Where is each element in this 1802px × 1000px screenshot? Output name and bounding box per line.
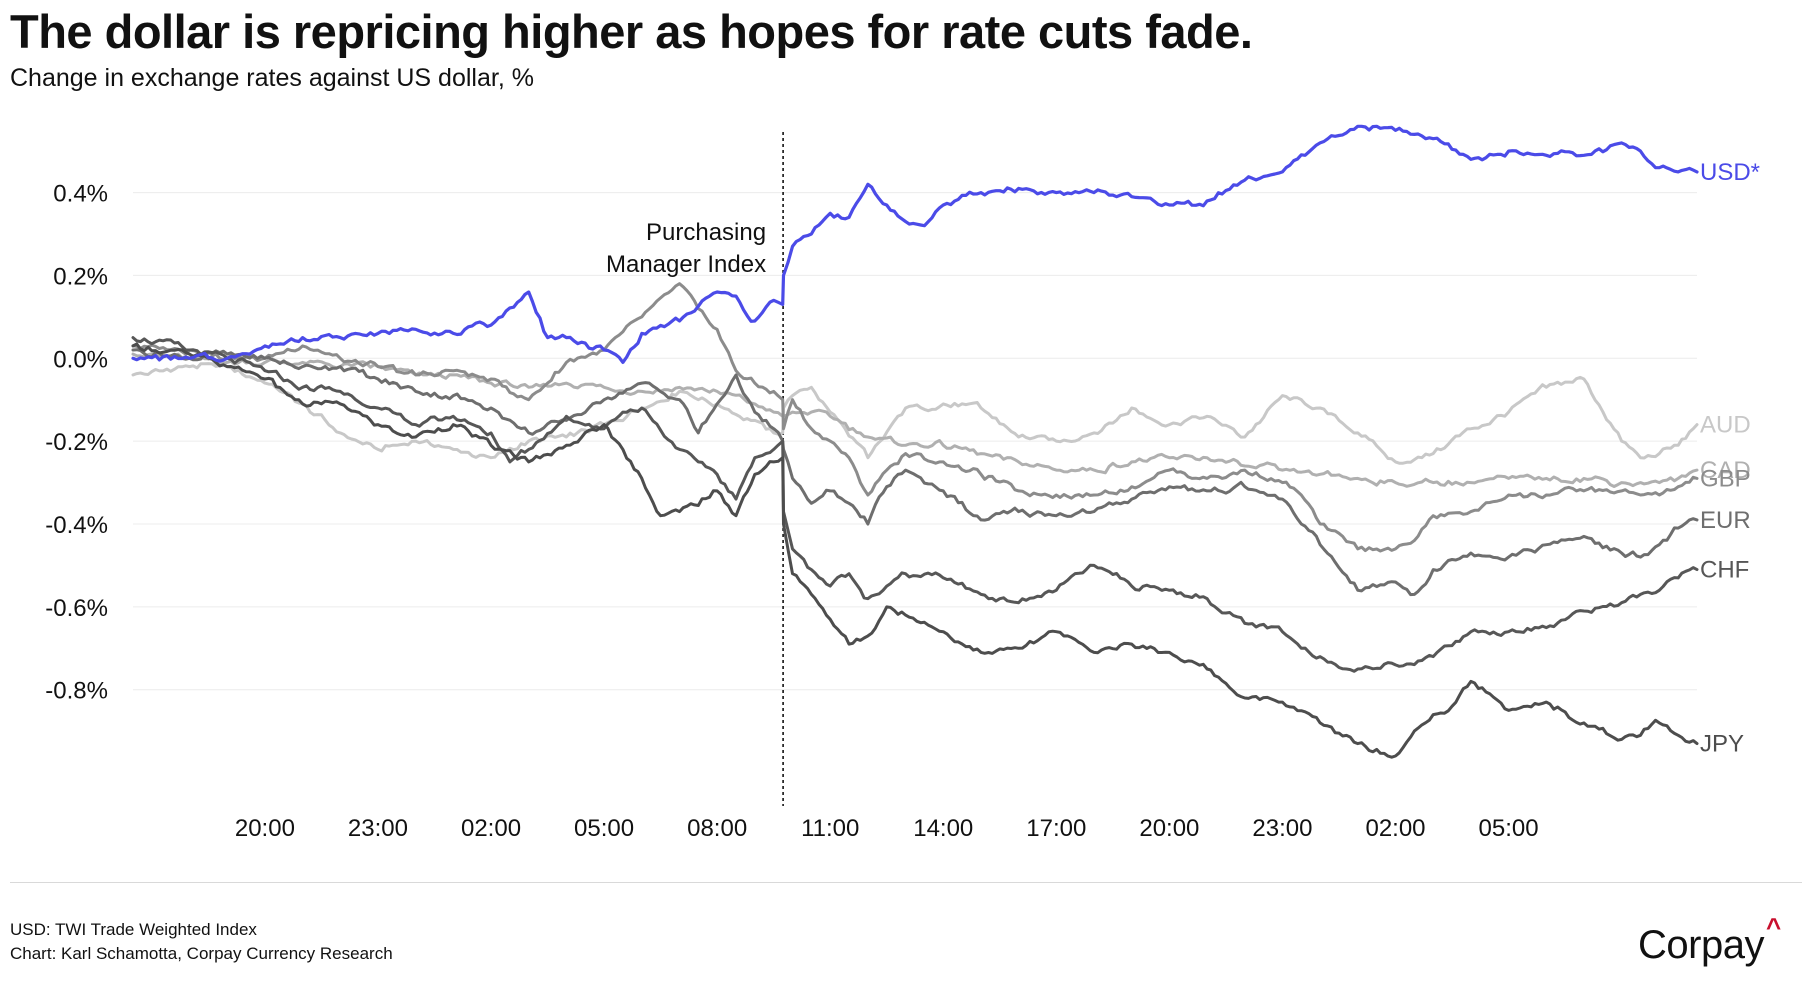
- annotation-label: Manager Index: [606, 251, 766, 278]
- x-tick-label: 05:00: [574, 815, 634, 842]
- corpay-logo: Corpay^: [1638, 912, 1781, 968]
- x-tick-label: 20:00: [235, 815, 295, 842]
- y-axis: 0.4% 0.2% 0.0% -0.2% -0.4% -0.6% -0.8%: [45, 181, 108, 705]
- y-tick-label: -0.8%: [45, 678, 108, 705]
- annotation-label: Purchasing: [646, 219, 766, 246]
- chart-title: The dollar is repricing higher as hopes …: [10, 5, 1253, 58]
- series-line-usd: [131, 124, 1699, 364]
- series-label-jpy: JPY: [1700, 731, 1744, 758]
- y-tick-label: 0.0%: [53, 346, 108, 373]
- caret-icon: ^: [1765, 912, 1781, 942]
- chart-subtitle: Change in exchange rates against US doll…: [10, 64, 534, 92]
- series-lines: [131, 124, 1699, 759]
- series-line-chf: [131, 336, 1699, 673]
- y-tick-label: 0.2%: [53, 263, 108, 290]
- series-line-eur: [131, 348, 1699, 597]
- note-usd-definition: USD: TWI Trade Weighted Index: [10, 920, 257, 939]
- series-line-jpy: [131, 342, 1699, 759]
- series-label-aud: AUD: [1700, 412, 1751, 439]
- series-label-gbp: GBP: [1700, 465, 1751, 492]
- x-tick-label: 23:00: [348, 815, 408, 842]
- series-line-aud: [131, 362, 1699, 465]
- x-tick-label: 17:00: [1026, 815, 1086, 842]
- y-tick-label: 0.4%: [53, 181, 108, 208]
- x-axis: 20:00 23:00 02:00 05:00 08:00 11:00 14:00 17:00…: [235, 815, 1539, 842]
- series-label-eur: EUR: [1700, 507, 1751, 534]
- footer-divider: [10, 882, 1802, 883]
- y-tick-label: -0.6%: [45, 595, 108, 622]
- note-chart-credit: Chart: Karl Schamotta, Corpay Currency R…: [10, 944, 393, 963]
- x-tick-label: 05:00: [1479, 815, 1539, 842]
- series-line-gbp: [131, 282, 1699, 553]
- gridlines: [133, 192, 1697, 691]
- x-tick-label: 02:00: [1365, 815, 1425, 842]
- series-label-cad: CAD: [1700, 457, 1751, 484]
- x-tick-label: 23:00: [1252, 815, 1312, 842]
- y-tick-label: -0.4%: [45, 512, 108, 539]
- y-tick-label: -0.2%: [45, 429, 108, 456]
- series-label-usd: USD*: [1700, 159, 1760, 186]
- x-tick-label: 02:00: [461, 815, 521, 842]
- logo-wordmark: Corpay: [1638, 923, 1764, 967]
- series-label-chf: CHF: [1700, 557, 1749, 584]
- line-chart: 0.4% 0.2% 0.0% -0.2% -0.4% -0.6% -0.8% 20:00 23…: [45, 124, 1760, 842]
- x-tick-label: 14:00: [913, 815, 973, 842]
- x-tick-label: 11:00: [801, 815, 859, 842]
- x-tick-label: 08:00: [687, 815, 747, 842]
- x-tick-label: 20:00: [1139, 815, 1199, 842]
- series-line-cad: [131, 352, 1699, 488]
- footer-notes: USD: TWI Trade Weighted Index Chart: Kar…: [10, 918, 393, 966]
